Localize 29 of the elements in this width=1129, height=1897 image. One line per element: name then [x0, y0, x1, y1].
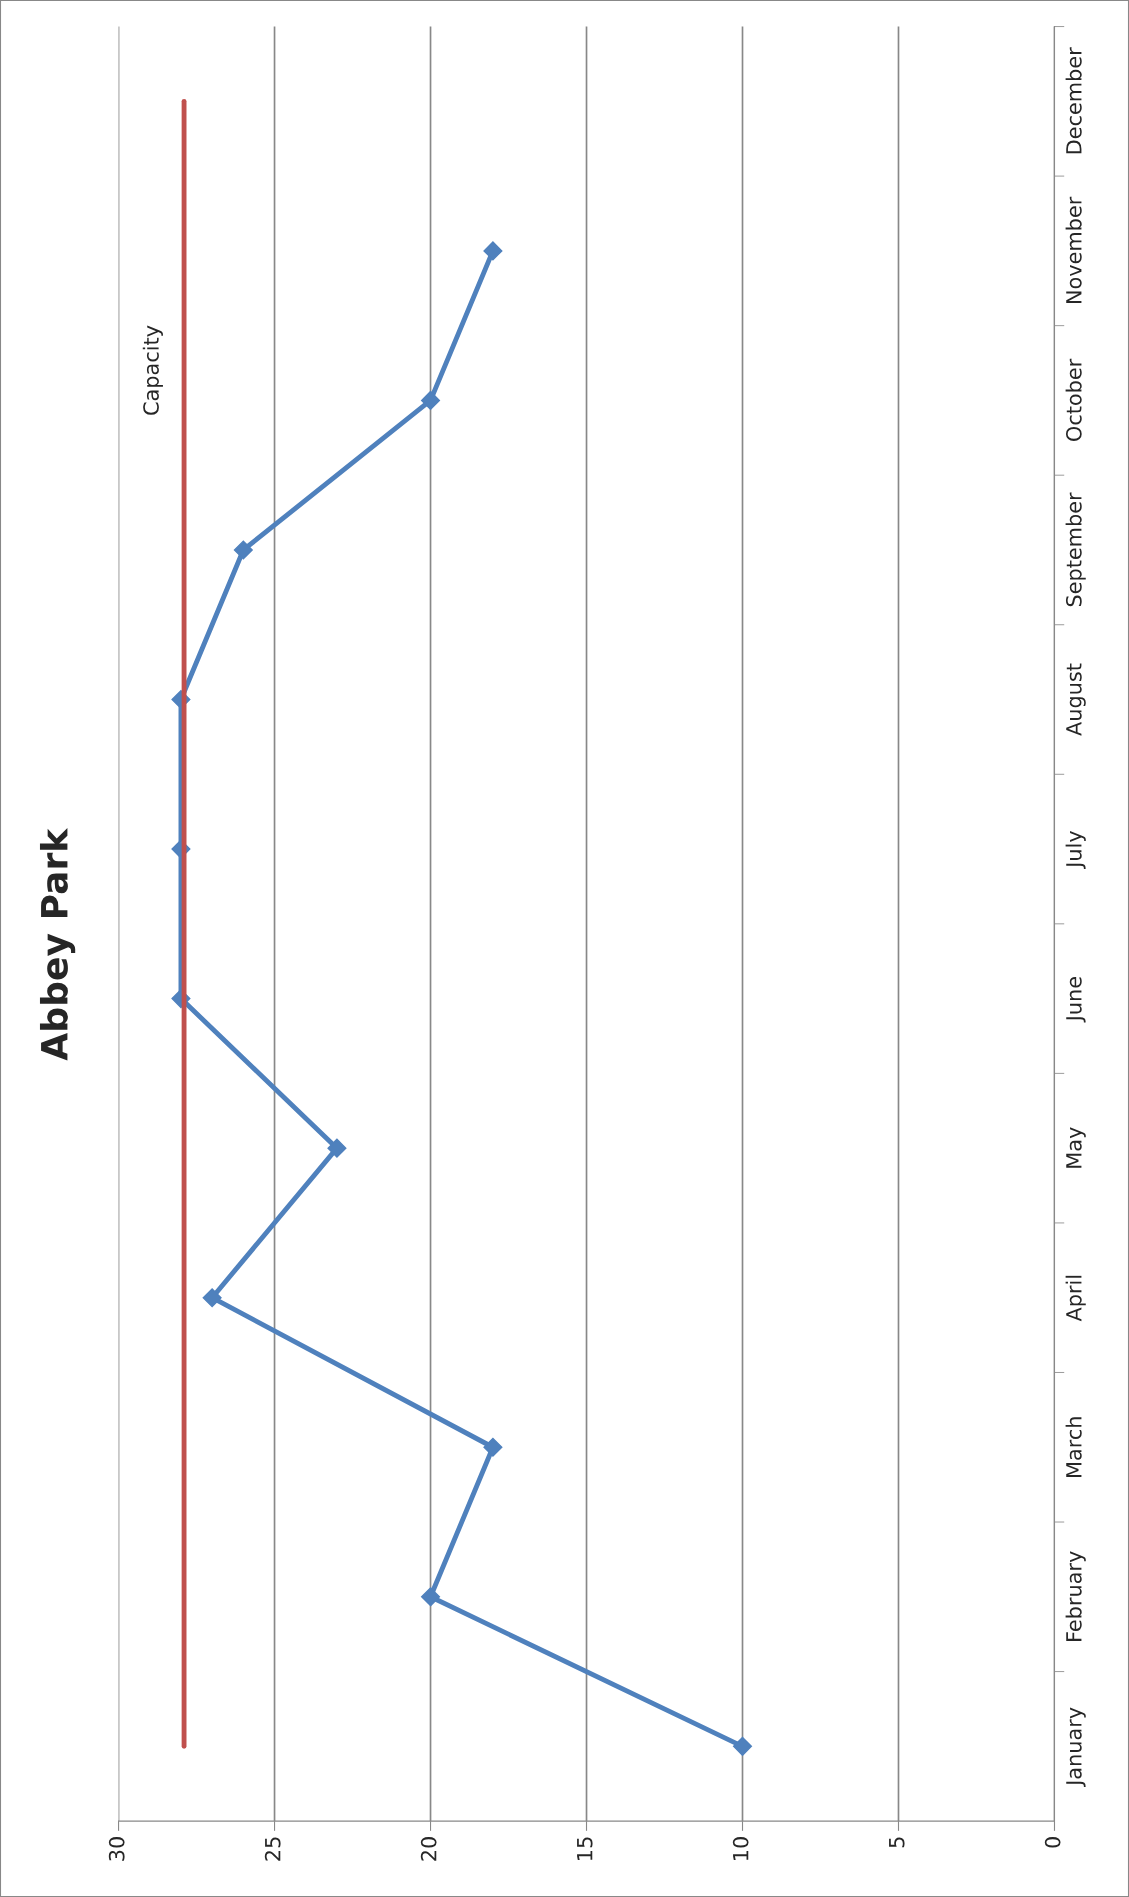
y-tick-label: October: [1065, 358, 1082, 441]
y-tick-label: December: [1065, 47, 1082, 154]
x-tick-label: 5: [889, 1837, 905, 1848]
text: Capacity: [142, 325, 163, 415]
text: Abbey Park: [39, 828, 76, 1061]
point: [233, 540, 253, 560]
point: [420, 390, 441, 410]
point: [327, 1138, 347, 1158]
y-tick-label: January: [1066, 1707, 1086, 1787]
point: [483, 1437, 503, 1457]
x-tick-label: 0: [1044, 1837, 1061, 1848]
point: [202, 1288, 222, 1308]
point: [483, 241, 503, 261]
x-tick-label: 20: [420, 1837, 437, 1861]
y-tick-label: March: [1065, 1417, 1082, 1477]
point: [420, 1587, 441, 1607]
x-tick-label: 15: [577, 1837, 593, 1860]
x-tick-label: 10: [732, 1837, 749, 1860]
point: [732, 1736, 753, 1756]
y-tick-label: June: [1066, 977, 1086, 1023]
y-tick-label: September: [1065, 492, 1086, 607]
y-tick-label: November: [1065, 196, 1082, 304]
y-tick-label: May: [1066, 1127, 1086, 1168]
y-tick-label: July: [1065, 830, 1086, 869]
x-tick-label: 30: [108, 1837, 125, 1861]
y-tick-label: February: [1065, 1551, 1086, 1641]
y-tick-label: August: [1066, 663, 1086, 736]
y-tick-label: April: [1065, 1275, 1086, 1322]
x-tick-label: 25: [264, 1837, 281, 1861]
